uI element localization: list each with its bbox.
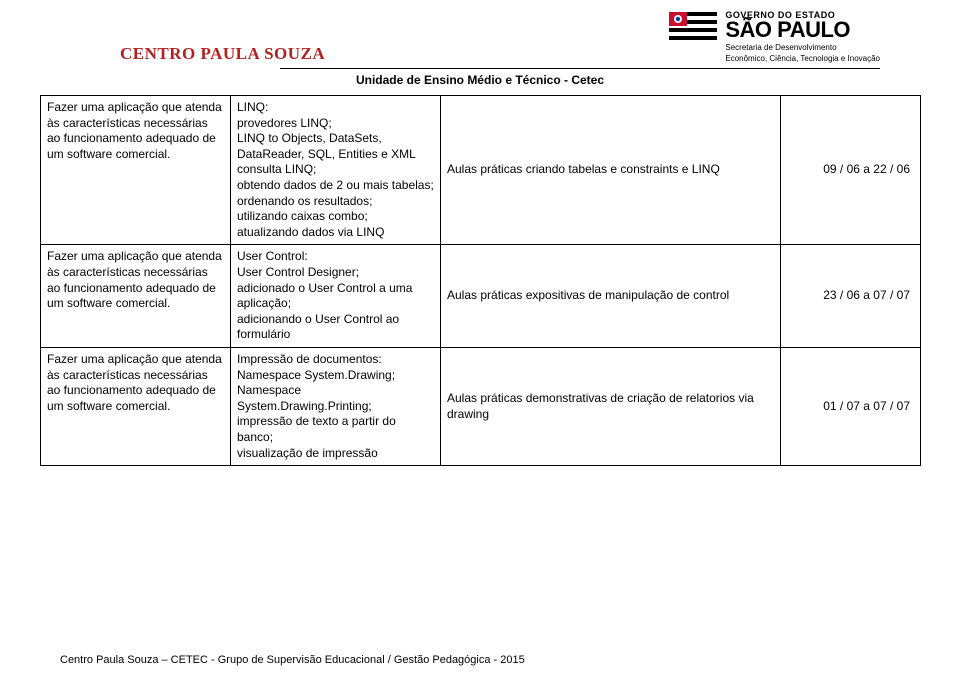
logo-left-text: CENTRO PAULA SOUZA — [120, 44, 325, 63]
cell-dates: 09 / 06 a 22 / 06 — [781, 96, 921, 245]
gov-sub-line1: Secretaria de Desenvolvimento — [725, 43, 880, 53]
table-row: Fazer uma aplicação que atenda às caract… — [41, 347, 921, 465]
gov-text-block: GOVERNO DO ESTADO SÃO PAULO Secretaria d… — [725, 10, 880, 64]
table-row: Fazer uma aplicação que atenda às caract… — [41, 96, 921, 245]
main-content: Fazer uma aplicação que atenda às caract… — [0, 95, 960, 466]
gov-main-line: SÃO PAULO — [725, 20, 880, 41]
cell-method: Aulas práticas criando tabelas e constra… — [441, 96, 781, 245]
cell-method: Aulas práticas expositivas de manipulaçã… — [441, 245, 781, 348]
cell-objective: Fazer uma aplicação que atenda às caract… — [41, 347, 231, 465]
cell-objective: Fazer uma aplicação que atenda às caract… — [41, 96, 231, 245]
gov-sub-line2: Econômico, Ciência, Tecnologia e Inovaçã… — [725, 54, 880, 64]
cell-method: Aulas práticas demonstrativas de criação… — [441, 347, 781, 465]
cell-dates: 23 / 06 a 07 / 07 — [781, 245, 921, 348]
cell-content: LINQ: provedores LINQ; LINQ to Objects, … — [231, 96, 441, 245]
cell-content: User Control: User Control Designer; adi… — [231, 245, 441, 348]
cell-dates: 01 / 07 a 07 / 07 — [781, 347, 921, 465]
logo-centro-paula-souza: CENTRO PAULA SOUZA — [120, 44, 325, 64]
cell-content: Impressão de documentos: Namespace Syste… — [231, 347, 441, 465]
header-divider — [280, 68, 880, 69]
logo-governo-sp: GOVERNO DO ESTADO SÃO PAULO Secretaria d… — [669, 10, 880, 64]
cell-objective: Fazer uma aplicação que atenda às caract… — [41, 245, 231, 348]
page-footer: Centro Paula Souza – CETEC - Grupo de Su… — [60, 654, 525, 666]
page-header: CENTRO PAULA SOUZA GOVERNO DO ESTADO SÃO… — [0, 0, 960, 66]
table-row: Fazer uma aplicação que atenda às caract… — [41, 245, 921, 348]
unit-title: Unidade de Ensino Médio e Técnico - Cete… — [0, 73, 960, 87]
curriculum-table: Fazer uma aplicação que atenda às caract… — [40, 95, 921, 466]
sp-flag-icon — [669, 12, 717, 44]
